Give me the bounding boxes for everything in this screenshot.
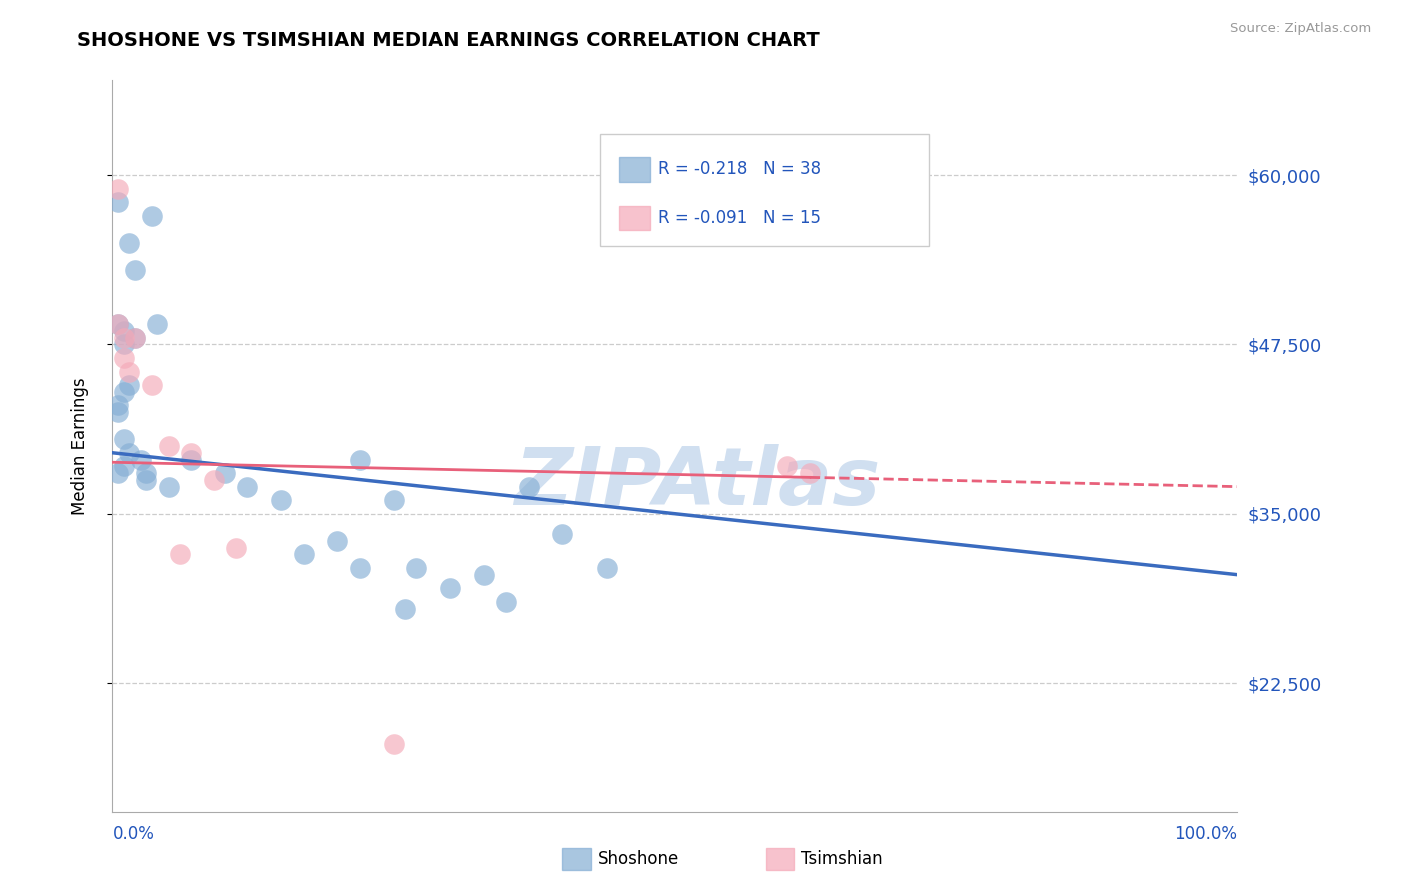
Point bbox=[124, 331, 146, 345]
Point bbox=[118, 378, 141, 392]
Point bbox=[270, 493, 292, 508]
Point bbox=[107, 181, 129, 195]
Point bbox=[141, 209, 163, 223]
Point bbox=[439, 581, 461, 595]
Point bbox=[107, 317, 129, 331]
Point bbox=[112, 337, 135, 351]
Point bbox=[112, 384, 135, 399]
Point bbox=[517, 480, 540, 494]
Point bbox=[326, 533, 349, 548]
Point bbox=[225, 541, 247, 555]
Point bbox=[135, 466, 157, 480]
Text: Tsimshian: Tsimshian bbox=[801, 850, 883, 868]
Text: ZIPAtlas: ZIPAtlas bbox=[515, 443, 880, 522]
Point bbox=[107, 195, 129, 210]
Point bbox=[236, 480, 259, 494]
Text: R = -0.091   N = 15: R = -0.091 N = 15 bbox=[658, 209, 821, 227]
Text: 100.0%: 100.0% bbox=[1174, 825, 1237, 843]
Point bbox=[107, 317, 129, 331]
Point bbox=[141, 378, 163, 392]
Point bbox=[776, 459, 799, 474]
Text: Shoshone: Shoshone bbox=[598, 850, 679, 868]
Point bbox=[180, 446, 202, 460]
Point bbox=[495, 595, 517, 609]
Point bbox=[382, 737, 405, 751]
Point bbox=[169, 547, 191, 561]
Text: SHOSHONE VS TSIMSHIAN MEDIAN EARNINGS CORRELATION CHART: SHOSHONE VS TSIMSHIAN MEDIAN EARNINGS CO… bbox=[77, 31, 820, 50]
Text: 0.0%: 0.0% bbox=[112, 825, 155, 843]
Point bbox=[551, 527, 574, 541]
Point bbox=[135, 473, 157, 487]
Point bbox=[157, 439, 180, 453]
Point bbox=[112, 331, 135, 345]
Point bbox=[107, 405, 129, 419]
Point bbox=[118, 235, 141, 250]
Point bbox=[349, 452, 371, 467]
Point bbox=[157, 480, 180, 494]
Point bbox=[472, 567, 495, 582]
Point bbox=[799, 466, 821, 480]
Text: Source: ZipAtlas.com: Source: ZipAtlas.com bbox=[1230, 22, 1371, 36]
Point bbox=[124, 331, 146, 345]
Point bbox=[129, 452, 152, 467]
Point bbox=[112, 432, 135, 446]
Point bbox=[146, 317, 169, 331]
Point bbox=[112, 459, 135, 474]
Point bbox=[292, 547, 315, 561]
Point bbox=[214, 466, 236, 480]
Point bbox=[202, 473, 225, 487]
Point bbox=[405, 561, 427, 575]
Point bbox=[118, 446, 141, 460]
Point bbox=[107, 466, 129, 480]
Point bbox=[107, 398, 129, 412]
Point bbox=[394, 601, 416, 615]
Point bbox=[124, 263, 146, 277]
Point bbox=[180, 452, 202, 467]
Point bbox=[112, 324, 135, 338]
Point bbox=[118, 364, 141, 378]
Point bbox=[382, 493, 405, 508]
Text: R = -0.218   N = 38: R = -0.218 N = 38 bbox=[658, 161, 821, 178]
Point bbox=[349, 561, 371, 575]
Y-axis label: Median Earnings: Median Earnings bbox=[70, 377, 89, 515]
Point bbox=[596, 561, 619, 575]
Point bbox=[112, 351, 135, 365]
